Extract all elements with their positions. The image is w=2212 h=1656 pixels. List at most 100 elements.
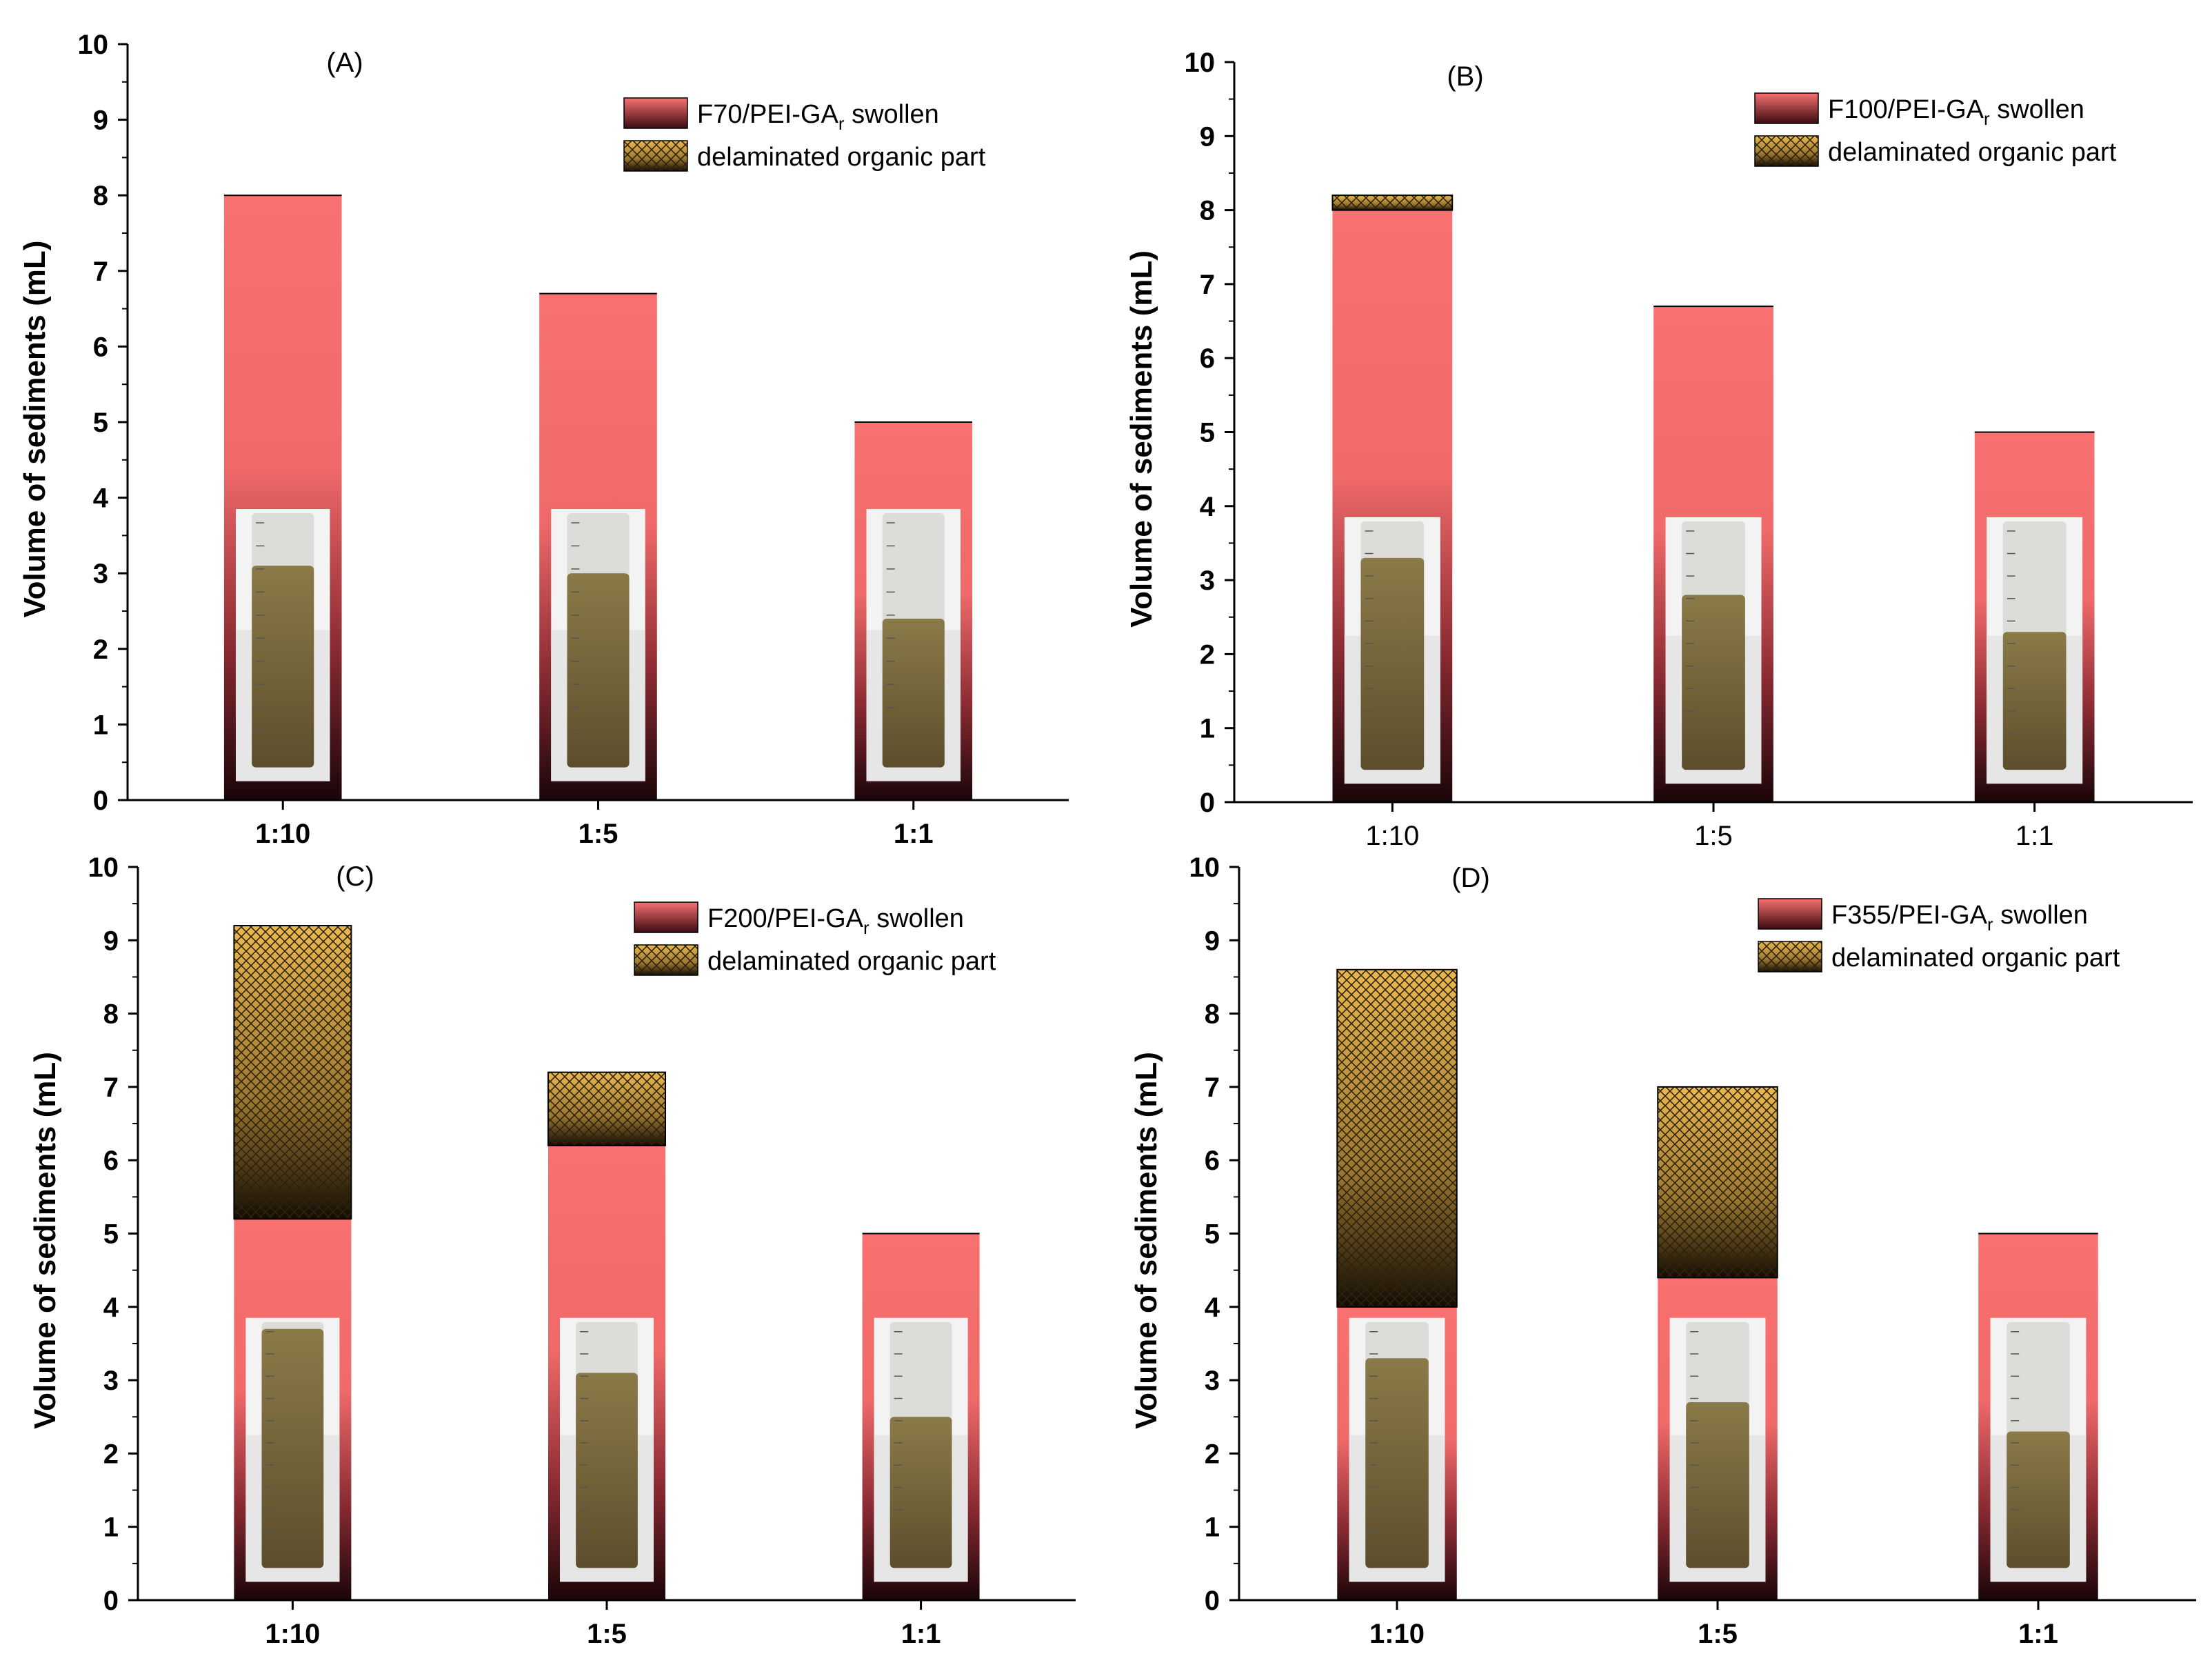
- tube-sediment: [2002, 632, 2067, 770]
- legend-label-swollen: F100/PEI-GAr swollen: [1828, 95, 2084, 129]
- bar-delaminated-outline: [1331, 194, 1454, 211]
- legend-swatch-delaminated-hatch: [623, 140, 688, 172]
- tube-sediment: [567, 573, 630, 768]
- bar-delaminated-hatch: [1658, 1086, 1778, 1278]
- tube-photo: [1987, 517, 2083, 784]
- y-tick-label: 4: [1200, 492, 1216, 522]
- y-tick-label: 1: [93, 710, 108, 740]
- tube-sediment: [1686, 1401, 1749, 1568]
- y-tick-label: 0: [1205, 1586, 1220, 1616]
- panel-label: (A): [326, 48, 363, 78]
- y-tick-label: 7: [93, 257, 108, 287]
- bar-delaminated-outline: [547, 1071, 666, 1146]
- y-tick-label: 2: [1205, 1439, 1220, 1469]
- tube-photo: [1669, 1317, 1766, 1582]
- y-tick-label: 0: [1200, 788, 1215, 818]
- tube-photo: [1990, 1317, 2087, 1582]
- legend: F355/PEI-GAr swollen delaminated organic …: [1758, 898, 2120, 972]
- y-tick-label: 5: [1200, 418, 1215, 448]
- x-tick-label: 1:1: [2018, 1619, 2058, 1649]
- x-tick-label: 1:1: [2015, 821, 2054, 851]
- x-tick-label: 1:5: [1698, 1619, 1738, 1649]
- legend-swatch-delaminated-hatch: [1754, 135, 1819, 167]
- y-tick-label: 6: [1200, 343, 1215, 374]
- y-tick-label: 2: [1200, 639, 1215, 670]
- y-axis-title: Volume of sediments (mL): [28, 1052, 62, 1429]
- tube-sediment: [261, 1328, 324, 1568]
- y-tick-label: 3: [93, 559, 108, 589]
- panel-label: (B): [1447, 61, 1483, 92]
- y-tick-label: 10: [1185, 48, 1216, 78]
- bar-group: [1978, 1233, 2098, 1600]
- y-axis-title: Volume of sediments (mL): [1125, 250, 1158, 628]
- bar-group: [223, 194, 342, 800]
- x-tick-label: 1:5: [1694, 821, 1733, 851]
- tube-sediment: [882, 618, 945, 768]
- tube-sediment: [252, 566, 314, 768]
- y-tick-label: 9: [1200, 121, 1215, 152]
- bar-group: [1974, 431, 2095, 802]
- y-tick-label: 6: [93, 332, 108, 362]
- bar-delaminated-hatch: [1337, 969, 1457, 1307]
- legend-label-delaminated: delaminated organic part: [1831, 944, 2120, 972]
- bar-group: [233, 925, 352, 1600]
- y-tick-label: 6: [1205, 1146, 1220, 1176]
- y-tick-label: 6: [103, 1146, 119, 1176]
- legend-label-delaminated: delaminated organic part: [707, 947, 996, 976]
- y-tick-label: 0: [93, 786, 108, 816]
- tube-photo: [1349, 1317, 1445, 1582]
- bar-group: [862, 1233, 980, 1600]
- y-tick-label: 5: [1205, 1219, 1220, 1250]
- panel-label: (D): [1451, 863, 1490, 893]
- tube-sediment: [2007, 1431, 2070, 1568]
- y-tick-label: 10: [1189, 852, 1220, 883]
- y-axis-title: Volume of sediments (mL): [1129, 1052, 1163, 1429]
- legend-label-swollen: F70/PEI-GAr swollen: [697, 100, 939, 134]
- bar-delaminated-hatch: [234, 926, 352, 1219]
- y-tick-label: 7: [103, 1073, 119, 1103]
- x-tick-label: 1:1: [901, 1619, 941, 1649]
- tube-photo: [874, 1317, 968, 1582]
- x-tick-label: 1:10: [1365, 821, 1419, 851]
- x-tick-label: 1:5: [587, 1619, 627, 1649]
- y-tick-label: 1: [103, 1513, 119, 1543]
- y-tick-label: 9: [93, 106, 108, 136]
- y-tick-label: 9: [1205, 926, 1220, 956]
- tube-photo: [1665, 517, 1762, 784]
- legend-swatch-delaminated-hatch: [1758, 941, 1822, 972]
- y-tick-label: 3: [103, 1366, 119, 1396]
- legend-label-swollen: F355/PEI-GAr swollen: [1831, 901, 2088, 935]
- x-tick-label: 1:1: [894, 819, 934, 849]
- bar-group: [1657, 1086, 1778, 1600]
- legend-swatch-swollen: [634, 901, 698, 933]
- tube-photo: [235, 509, 330, 781]
- legend-label-delaminated: delaminated organic part: [1828, 138, 2117, 167]
- legend: F70/PEI-GAr swollen delaminated organic p…: [623, 97, 986, 172]
- tube-sediment: [889, 1417, 952, 1568]
- tube-photo: [551, 509, 645, 781]
- tube-sediment: [576, 1373, 638, 1568]
- bar-group: [1336, 968, 1458, 1600]
- bar-delaminated-hatch: [1332, 195, 1453, 210]
- y-tick-label: 1: [1200, 714, 1215, 744]
- y-tick-label: 4: [93, 483, 109, 514]
- tube-sediment: [1365, 1358, 1429, 1568]
- tube-photo: [1344, 517, 1440, 784]
- y-tick-label: 8: [1205, 999, 1220, 1030]
- y-tick-label: 3: [1205, 1366, 1220, 1396]
- y-tick-label: 5: [103, 1219, 119, 1250]
- y-tick-label: 7: [1205, 1073, 1220, 1103]
- tube-photo: [866, 509, 961, 781]
- y-tick-label: 9: [103, 926, 119, 956]
- legend: F100/PEI-GAr swollen delaminated organic …: [1754, 92, 2117, 167]
- legend-label-swollen: F200/PEI-GAr swollen: [707, 904, 964, 938]
- legend-swatch-swollen: [1754, 92, 1819, 124]
- bar-delaminated-hatch: [548, 1072, 665, 1146]
- y-axis-title: Volume of sediments (mL): [18, 241, 52, 618]
- y-tick-label: 8: [1200, 196, 1215, 226]
- y-tick-label: 2: [103, 1439, 119, 1469]
- legend-swatch-delaminated-hatch: [634, 944, 698, 976]
